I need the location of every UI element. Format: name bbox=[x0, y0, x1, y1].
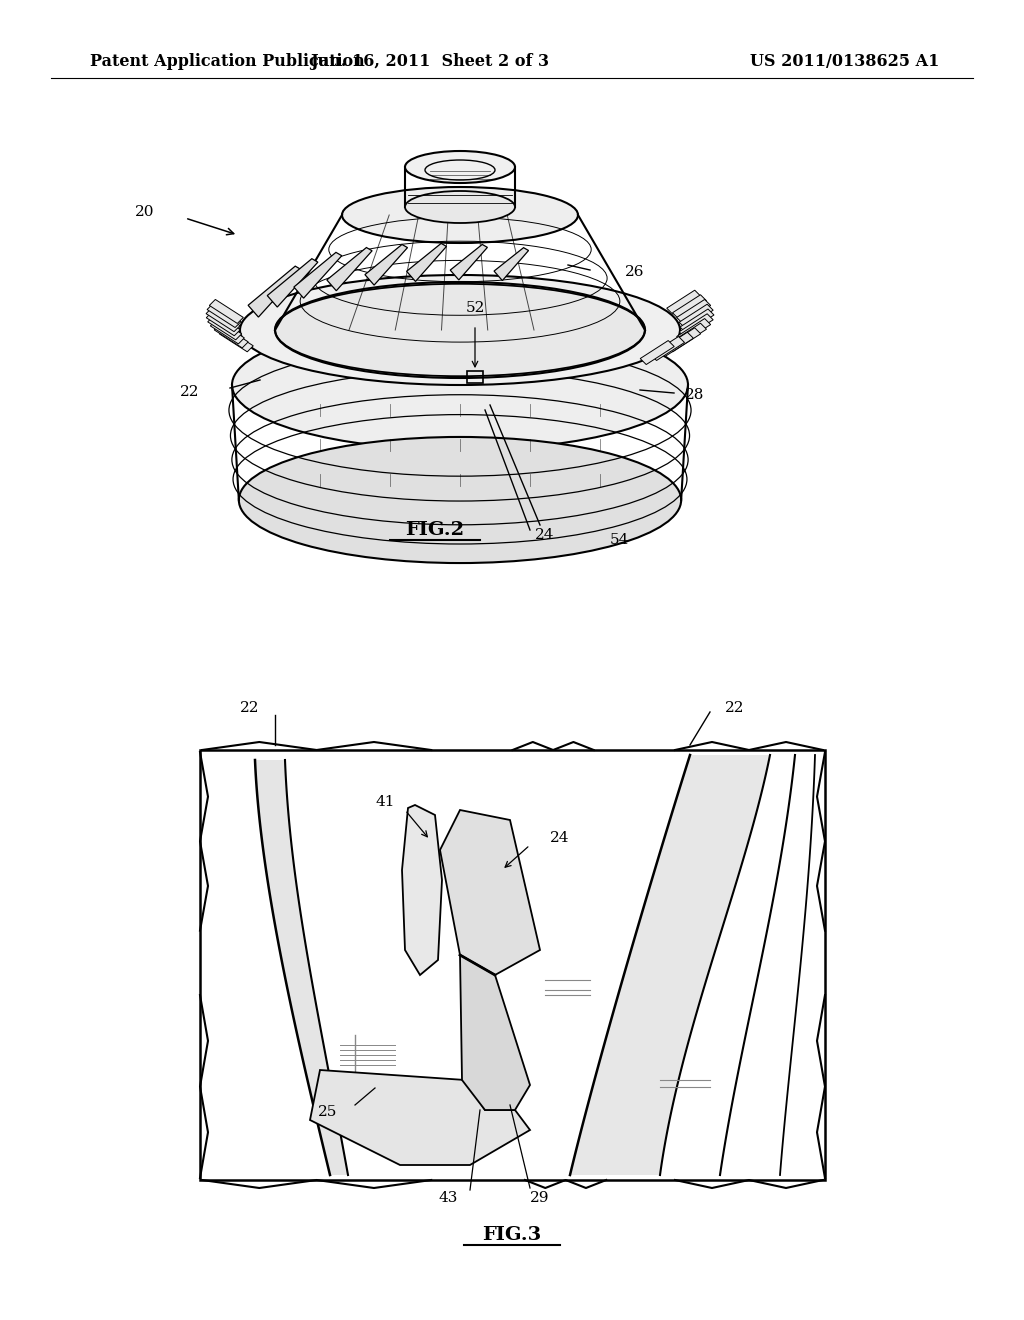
Bar bbox=[467, 371, 483, 383]
Polygon shape bbox=[402, 805, 442, 975]
Polygon shape bbox=[294, 252, 342, 298]
Polygon shape bbox=[255, 760, 348, 1175]
Polygon shape bbox=[640, 341, 674, 364]
Text: US 2011/0138625 A1: US 2011/0138625 A1 bbox=[750, 54, 939, 70]
Polygon shape bbox=[451, 244, 487, 280]
Polygon shape bbox=[209, 300, 244, 323]
Polygon shape bbox=[667, 290, 700, 314]
Polygon shape bbox=[365, 244, 408, 285]
Ellipse shape bbox=[232, 319, 688, 450]
Text: 24: 24 bbox=[535, 528, 555, 543]
Polygon shape bbox=[206, 312, 241, 335]
Polygon shape bbox=[219, 327, 253, 352]
Ellipse shape bbox=[342, 187, 578, 243]
Polygon shape bbox=[570, 755, 770, 1175]
Text: 28: 28 bbox=[685, 388, 705, 403]
Ellipse shape bbox=[239, 437, 681, 564]
Text: 22: 22 bbox=[725, 701, 744, 715]
Polygon shape bbox=[677, 318, 711, 343]
Polygon shape bbox=[673, 294, 707, 318]
Text: FIG.2: FIG.2 bbox=[406, 521, 465, 539]
Polygon shape bbox=[207, 304, 241, 327]
Text: 25: 25 bbox=[318, 1105, 338, 1119]
Bar bbox=[200, 750, 825, 1180]
Polygon shape bbox=[680, 309, 714, 333]
Text: Patent Application Publication: Patent Application Publication bbox=[90, 54, 365, 70]
Polygon shape bbox=[679, 304, 713, 329]
Text: 26: 26 bbox=[625, 265, 644, 279]
Polygon shape bbox=[327, 248, 372, 290]
Polygon shape bbox=[214, 323, 248, 348]
Text: 24: 24 bbox=[550, 832, 569, 845]
Text: 22: 22 bbox=[180, 385, 200, 399]
Polygon shape bbox=[267, 259, 317, 308]
Text: Jun. 16, 2011  Sheet 2 of 3: Jun. 16, 2011 Sheet 2 of 3 bbox=[310, 54, 550, 70]
Text: 41: 41 bbox=[375, 795, 394, 809]
Polygon shape bbox=[407, 243, 446, 281]
Polygon shape bbox=[248, 267, 301, 317]
Polygon shape bbox=[677, 300, 711, 323]
Polygon shape bbox=[460, 954, 530, 1110]
Ellipse shape bbox=[406, 191, 515, 223]
Ellipse shape bbox=[240, 275, 680, 385]
Polygon shape bbox=[650, 337, 684, 360]
Polygon shape bbox=[667, 327, 700, 352]
Text: 20: 20 bbox=[135, 205, 155, 219]
Polygon shape bbox=[673, 323, 707, 347]
Text: 43: 43 bbox=[438, 1191, 458, 1205]
Polygon shape bbox=[208, 315, 242, 339]
Polygon shape bbox=[494, 248, 528, 281]
Bar bbox=[200, 750, 825, 1180]
Polygon shape bbox=[310, 1071, 530, 1166]
Polygon shape bbox=[440, 810, 540, 975]
Ellipse shape bbox=[406, 150, 515, 183]
Ellipse shape bbox=[275, 282, 645, 378]
Text: 54: 54 bbox=[610, 533, 630, 546]
Polygon shape bbox=[206, 308, 240, 331]
Polygon shape bbox=[679, 314, 713, 338]
Text: 22: 22 bbox=[241, 701, 260, 715]
Text: FIG.3: FIG.3 bbox=[482, 1226, 542, 1243]
Polygon shape bbox=[210, 319, 245, 345]
Text: 52: 52 bbox=[465, 301, 484, 315]
Text: 29: 29 bbox=[530, 1191, 550, 1205]
Polygon shape bbox=[659, 333, 693, 356]
